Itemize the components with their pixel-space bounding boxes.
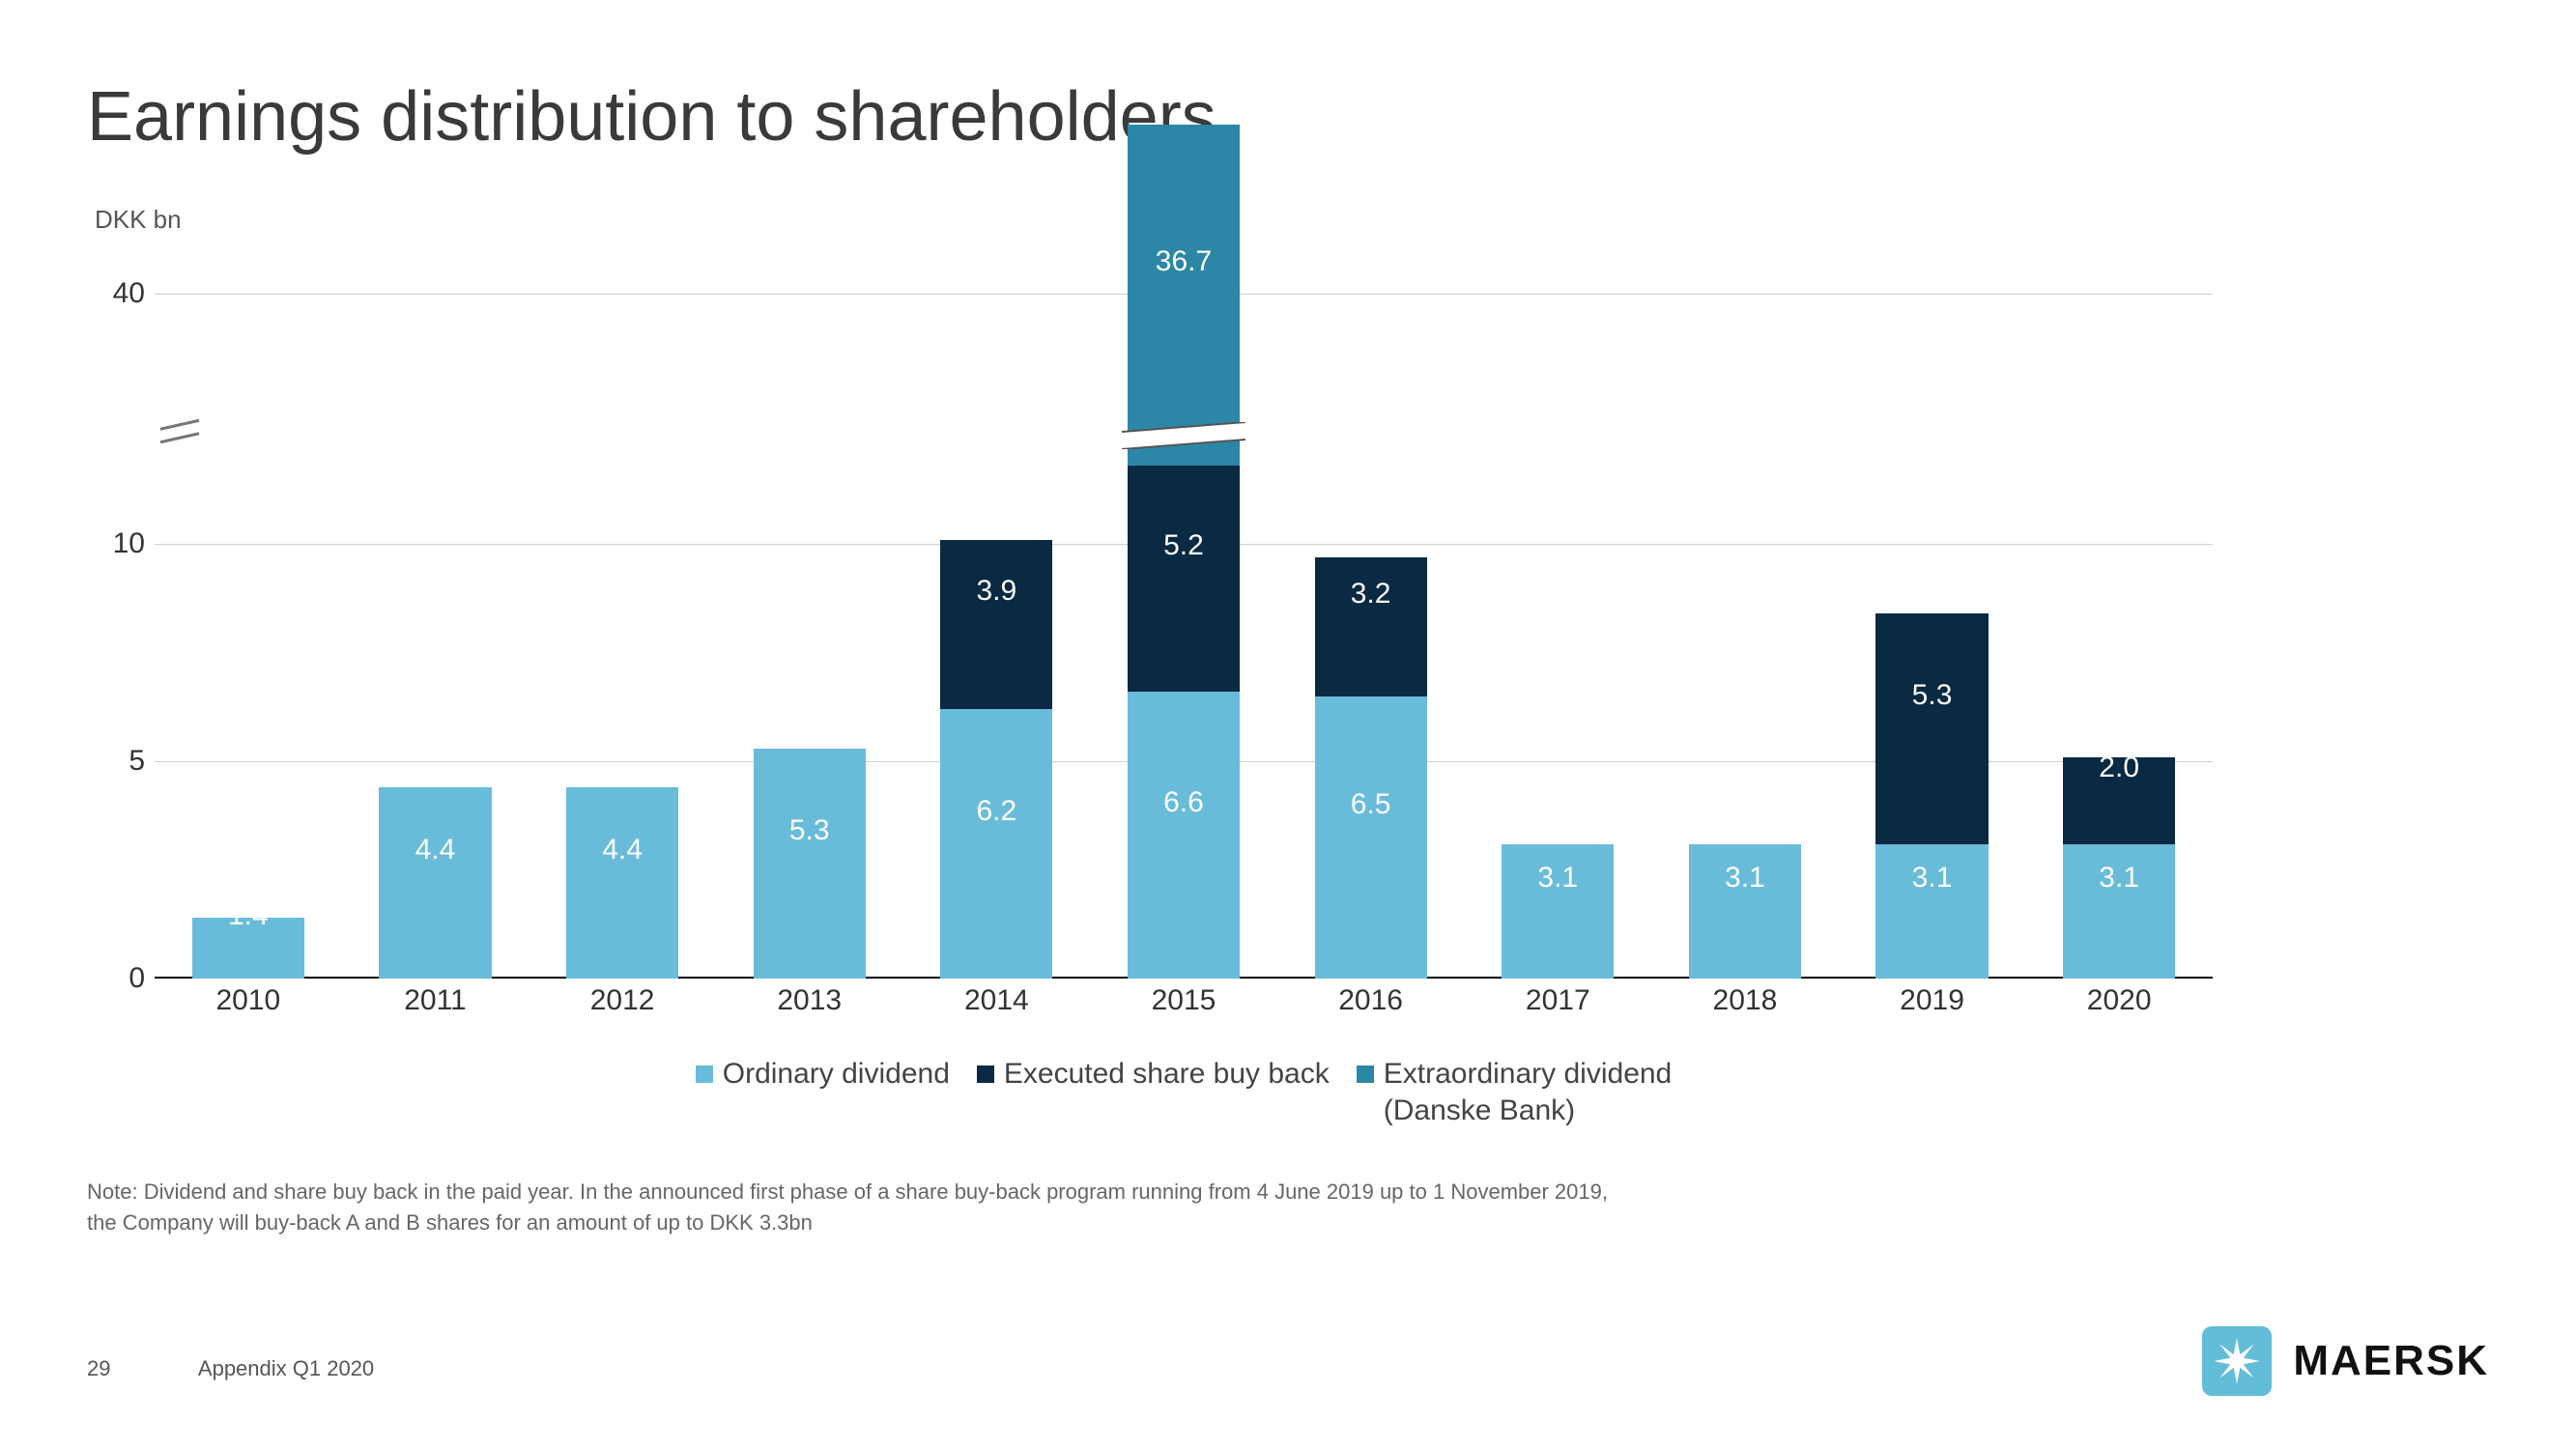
bar: 1.4 bbox=[192, 254, 304, 979]
legend-swatch bbox=[1357, 1065, 1374, 1083]
bar: 4.4 bbox=[566, 254, 678, 979]
bar-value-label: 5.3 bbox=[754, 814, 866, 847]
bar-value-label: 3.1 bbox=[2063, 862, 2175, 895]
bar-value-label: 3.1 bbox=[1875, 862, 1988, 895]
footnote-line: Note: Dividend and share buy back in the… bbox=[87, 1177, 2489, 1208]
bar: 4.4 bbox=[379, 254, 491, 979]
bar-value-label: 5.2 bbox=[1128, 529, 1240, 562]
footnote: Note: Dividend and share buy back in the… bbox=[87, 1177, 2489, 1238]
slide: Earnings distribution to shareholders DK… bbox=[0, 0, 2576, 1449]
y-tick-label: 40 bbox=[87, 277, 145, 310]
bar-segment bbox=[1128, 692, 1240, 979]
bar-value-label: 3.2 bbox=[1315, 578, 1427, 611]
x-tick-label: 2015 bbox=[1152, 984, 1216, 1017]
legend-label: Extraordinary dividend(Danske Bank) bbox=[1384, 1056, 1673, 1128]
bar-segment bbox=[1315, 696, 1427, 980]
bar: 6.65.236.7 bbox=[1128, 254, 1240, 979]
y-tick-label: 0 bbox=[87, 962, 145, 995]
y-tick-label: 5 bbox=[87, 745, 145, 778]
bar-value-label: 6.2 bbox=[940, 795, 1052, 828]
bar-value-label: 6.6 bbox=[1128, 786, 1240, 819]
x-tick-label: 2014 bbox=[964, 984, 1029, 1017]
legend-item: Ordinary dividend bbox=[696, 1056, 950, 1093]
legend-item: Executed share buy back bbox=[977, 1056, 1330, 1093]
bar-value-label: 6.5 bbox=[1315, 788, 1427, 821]
bar: 6.2 3.9 bbox=[940, 254, 1052, 979]
y-tick-label: 10 bbox=[87, 527, 145, 560]
brand-logo: MAERSK bbox=[2202, 1326, 2489, 1396]
page-number: 29 bbox=[87, 1356, 193, 1381]
bar: 5.3 bbox=[754, 254, 866, 979]
bar: 3.1 2.0 bbox=[2063, 254, 2175, 979]
page-title: Earnings distribution to shareholders bbox=[87, 77, 2489, 156]
bar: 6.5 3.2 bbox=[1315, 254, 1427, 979]
footer: 29 Appendix Q1 2020 bbox=[87, 1356, 374, 1381]
x-tick-label: 2012 bbox=[590, 984, 655, 1017]
maersk-star-icon bbox=[2202, 1326, 2272, 1396]
bar-value-label: 2.0 bbox=[2063, 752, 2175, 784]
bar-segment bbox=[940, 540, 1052, 710]
footnote-line: the Company will buy-back A and B shares… bbox=[87, 1208, 2489, 1238]
bar-segment bbox=[1128, 466, 1240, 692]
appendix-label: Appendix Q1 2020 bbox=[198, 1356, 374, 1380]
bar-value-label: 36.7 bbox=[1128, 245, 1240, 278]
bar-value-label: 4.4 bbox=[566, 834, 678, 867]
legend-swatch bbox=[977, 1065, 994, 1083]
bar-value-label: 5.3 bbox=[1875, 679, 1988, 712]
bar-value-label: 1.4 bbox=[192, 899, 304, 932]
bar-segment bbox=[1128, 125, 1240, 466]
x-tick-label: 2011 bbox=[404, 984, 467, 1017]
legend-label: Executed share buy back bbox=[1004, 1056, 1330, 1093]
bar-segment bbox=[1875, 613, 1988, 844]
bar: 3.1 bbox=[1689, 254, 1801, 979]
legend-swatch bbox=[696, 1065, 713, 1083]
plot-area: 1.44.44.45.36.23.96.65.236.76.53.23.13.1… bbox=[155, 254, 2213, 979]
brand-wordmark: MAERSK bbox=[2293, 1337, 2489, 1385]
x-tick-label: 2013 bbox=[777, 984, 842, 1017]
x-tick-label: 2019 bbox=[1900, 984, 1964, 1017]
bar: 3.1 5.3 bbox=[1875, 254, 1988, 979]
bar-segment bbox=[566, 787, 678, 979]
bar-value-label: 3.9 bbox=[940, 575, 1052, 608]
axis-break-icon bbox=[155, 418, 213, 458]
bar-segment bbox=[940, 709, 1052, 979]
bar-value-label: 3.1 bbox=[1502, 862, 1614, 895]
bar-value-label: 4.4 bbox=[379, 834, 491, 867]
bar-segment bbox=[754, 749, 866, 980]
bar: 3.1 bbox=[1502, 254, 1614, 979]
x-tick-label: 2017 bbox=[1526, 984, 1590, 1017]
legend-item: Extraordinary dividend(Danske Bank) bbox=[1357, 1056, 1673, 1128]
x-tick-label: 2018 bbox=[1713, 984, 1778, 1017]
y-axis-label: DKK bn bbox=[95, 205, 2489, 235]
x-tick-label: 2010 bbox=[215, 984, 280, 1017]
bar-segment bbox=[379, 787, 491, 979]
bar-value-label: 3.1 bbox=[1689, 862, 1801, 895]
chart: 051040 1.44.44.45.36.23.96.65.236.76.53.… bbox=[87, 254, 2213, 1017]
x-tick-label: 2016 bbox=[1338, 984, 1403, 1017]
x-tick-label: 2020 bbox=[2087, 984, 2152, 1017]
legend-label: Ordinary dividend bbox=[723, 1056, 950, 1093]
legend: Ordinary dividend Executed share buy back… bbox=[155, 1056, 2213, 1128]
